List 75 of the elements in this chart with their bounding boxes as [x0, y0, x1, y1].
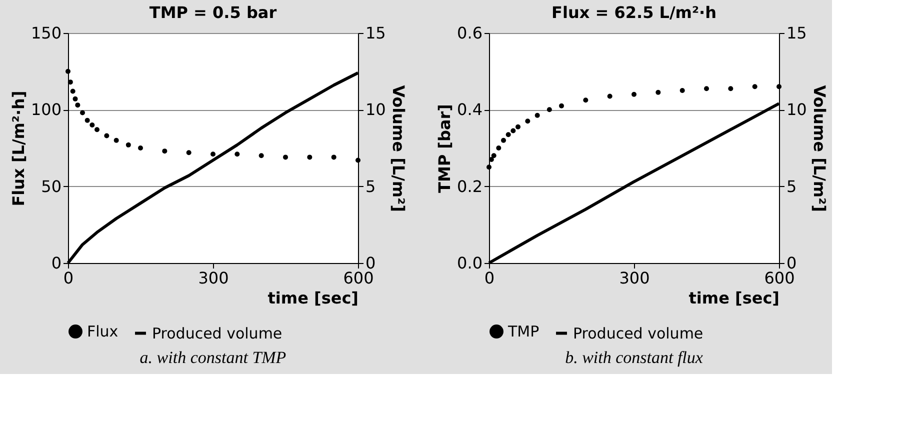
y-tick-label: 0.6	[457, 24, 482, 42]
y-tick-label: 150	[30, 24, 62, 42]
chart-title: Flux = 62.5 L/m²·h	[552, 3, 716, 22]
point	[776, 84, 782, 90]
point	[680, 88, 685, 93]
point	[534, 112, 540, 118]
point	[210, 152, 216, 157]
y2-axis-title: Volume [L/m²]	[810, 85, 829, 212]
point	[656, 90, 661, 95]
point	[510, 128, 516, 134]
x-axis-title: time [sec]	[688, 288, 780, 308]
y-tick-label: 0.0	[457, 254, 482, 272]
y2-tick-label: 15	[366, 24, 386, 42]
legend-label: Produced volume	[573, 324, 704, 342]
point	[752, 84, 758, 90]
y-tick-label: 0.2	[457, 176, 482, 196]
point	[525, 118, 530, 124]
point	[704, 86, 709, 92]
text: b. with constant flux	[565, 348, 704, 367]
point	[104, 133, 110, 138]
y-axis-title: TMP [bar]	[435, 104, 454, 193]
point	[488, 157, 494, 162]
x-tick-label: 300	[198, 268, 229, 288]
y2-tick-label: 5	[366, 176, 376, 196]
point	[496, 146, 502, 150]
point	[68, 80, 73, 85]
y2-tick-label: 5	[786, 176, 797, 196]
point	[258, 153, 264, 158]
point	[234, 152, 240, 157]
point	[501, 138, 506, 143]
legend-label: TMP	[507, 322, 540, 341]
point	[559, 103, 564, 108]
point	[138, 146, 143, 150]
point	[486, 164, 492, 170]
y-tick-label: 0	[51, 254, 62, 272]
point	[75, 102, 80, 108]
point	[331, 154, 336, 160]
point	[66, 68, 70, 74]
point	[186, 150, 192, 156]
x-tick-label: 300	[619, 268, 650, 288]
y2-tick-label: 10	[366, 100, 386, 120]
legend-label: Produced volume	[152, 324, 282, 342]
point	[90, 122, 95, 128]
y-tick-label: 100	[30, 100, 62, 120]
point	[356, 158, 360, 163]
point	[546, 107, 552, 112]
y-tick-label: 0.4	[457, 100, 482, 120]
point	[491, 153, 496, 158]
point	[607, 94, 612, 99]
point	[632, 92, 636, 97]
legend-label: Flux	[87, 322, 118, 341]
y2-tick-label: 10	[786, 100, 807, 120]
point	[84, 118, 90, 123]
point	[162, 148, 168, 154]
point	[283, 154, 288, 160]
y-axis-title: Flux [L/m²·h]	[8, 90, 28, 206]
point	[583, 98, 588, 103]
point	[70, 88, 76, 94]
y2-axis-title: Volume [L/m²]	[388, 85, 408, 212]
point	[126, 142, 131, 148]
y-tick-label: 50	[41, 176, 62, 196]
x-tick-label: 0	[63, 268, 74, 288]
point	[516, 124, 520, 130]
chart-title: TMP = 0.5 bar	[149, 3, 277, 22]
point	[94, 127, 100, 132]
point	[307, 154, 312, 160]
x-tick-label: 0	[484, 268, 495, 288]
point	[506, 132, 511, 138]
x-axis-title: time [sec]	[268, 288, 358, 308]
y2-tick-label: 15	[786, 24, 807, 42]
point	[728, 86, 734, 92]
text: a. with constant TMP	[140, 348, 286, 367]
point	[114, 138, 119, 143]
point	[72, 96, 78, 102]
point	[80, 110, 85, 116]
